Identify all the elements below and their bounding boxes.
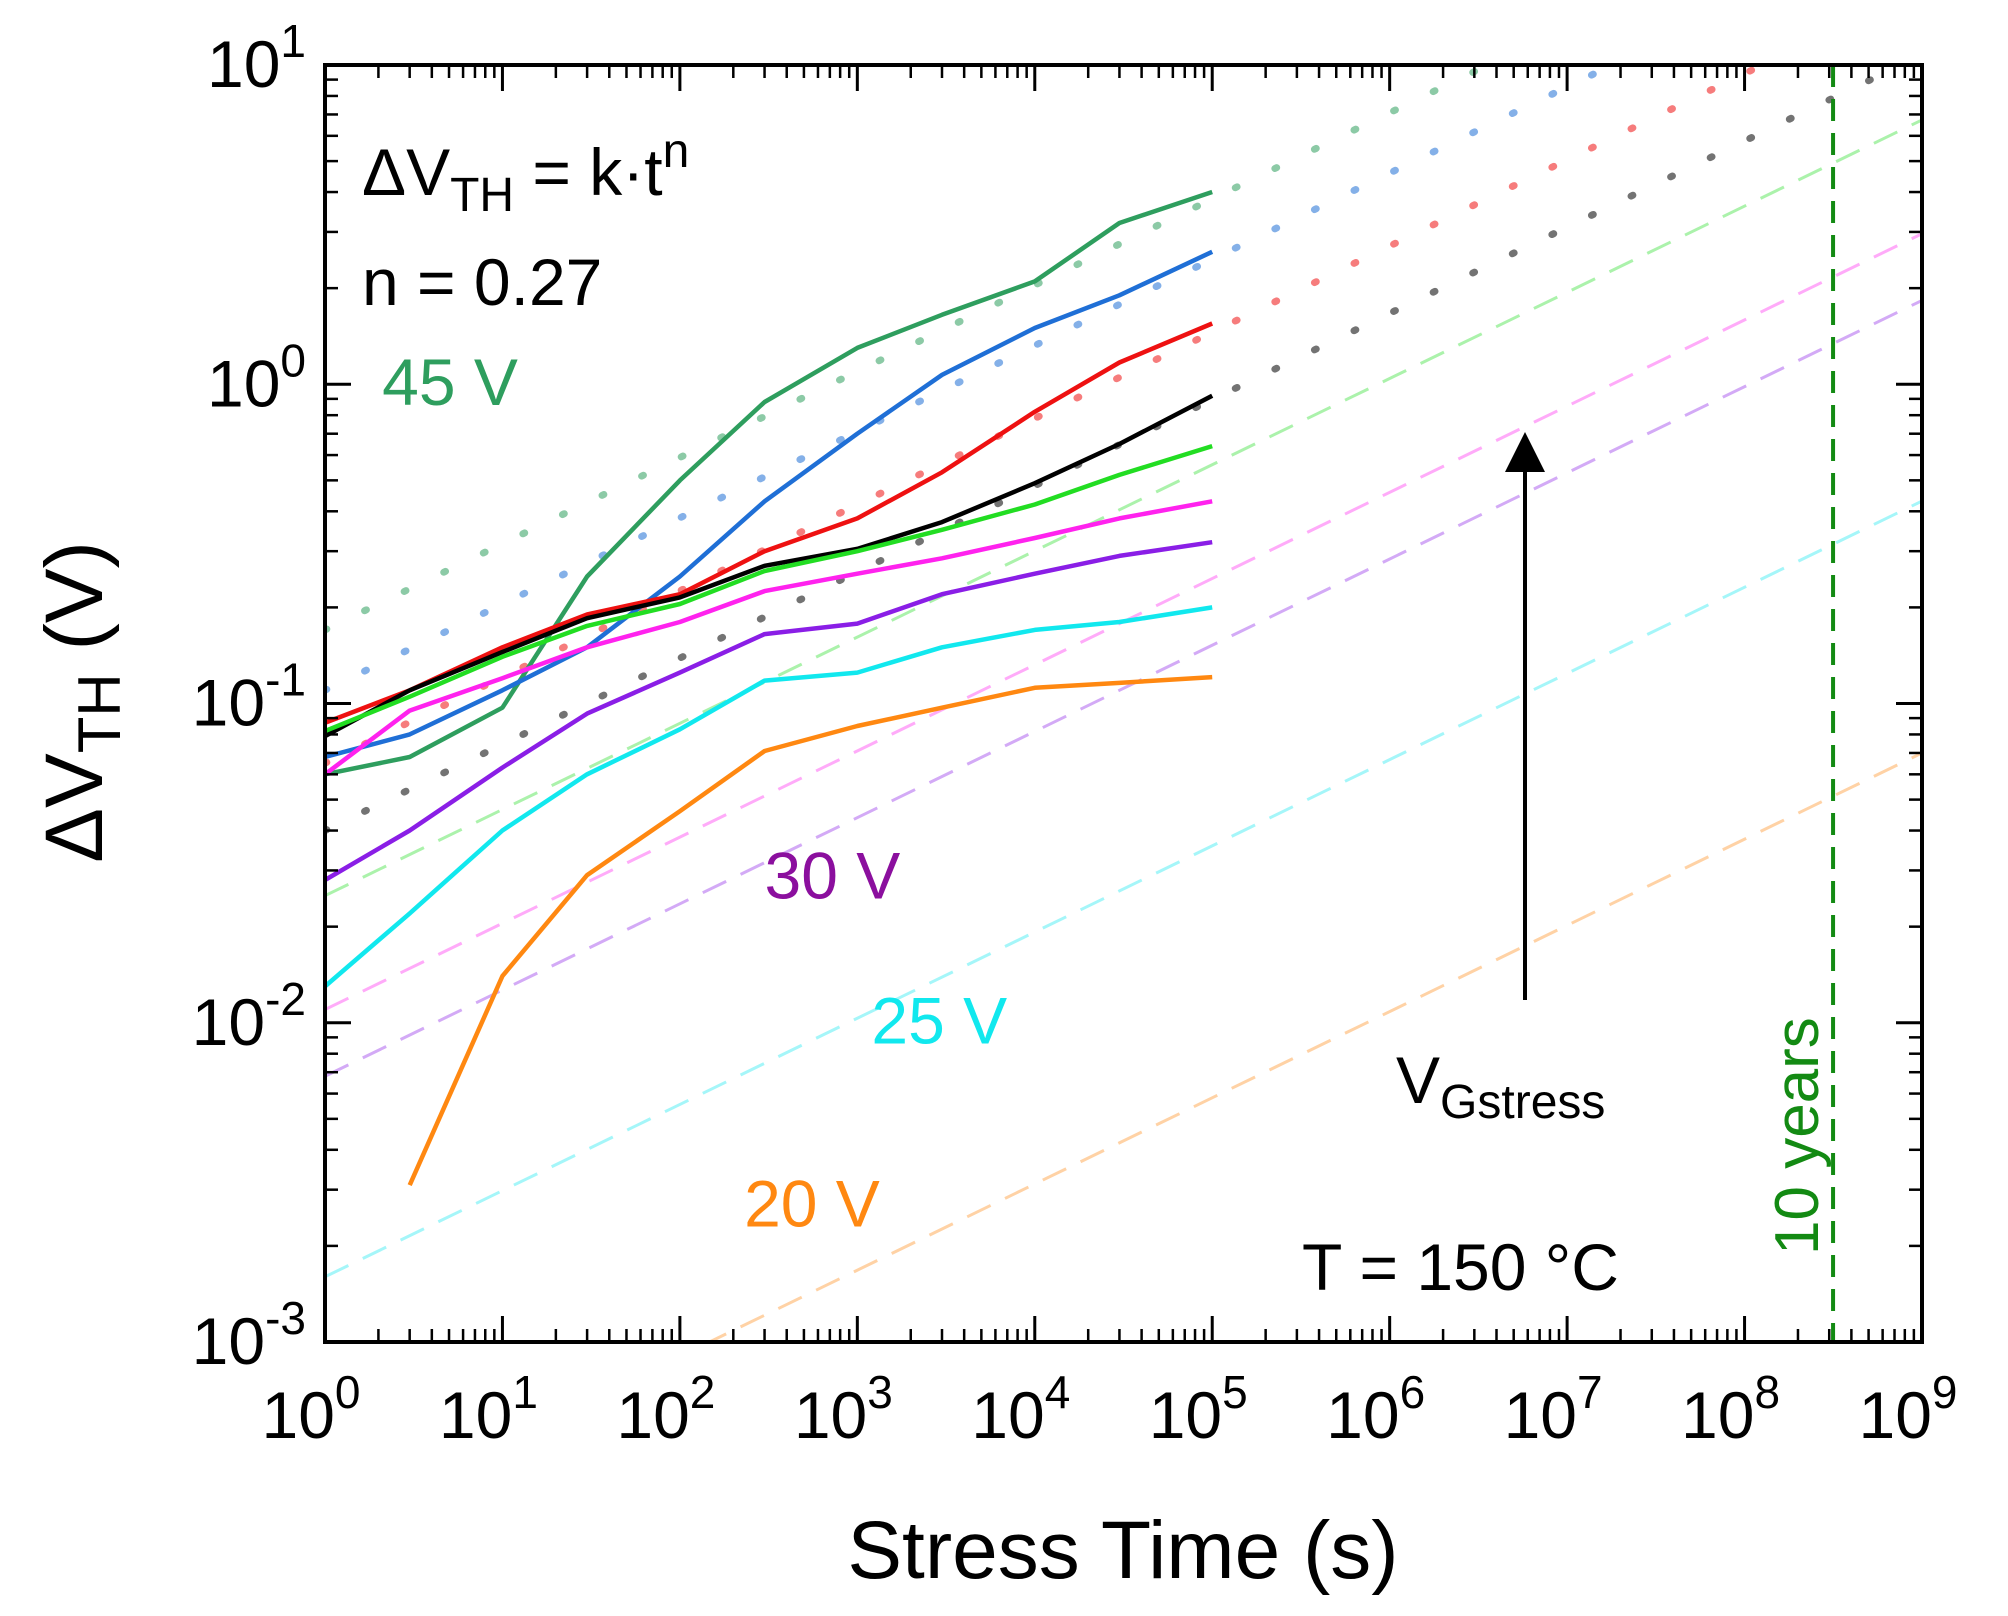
series-line-1 [325, 249, 1214, 760]
x-tick-label-1: 101 [439, 1366, 538, 1452]
series-label-30v: 30 V [765, 839, 901, 913]
x-tick-label-9: 109 [1858, 1366, 1957, 1452]
plot-frame [323, 63, 1924, 1344]
x-tick-label-6: 106 [1326, 1366, 1425, 1452]
x-tick-label-5: 105 [1149, 1366, 1248, 1452]
series-line-3 [325, 393, 1214, 739]
fit-line-1 [325, 65, 1621, 694]
series-line-2 [325, 321, 1214, 725]
fit-line-2 [325, 65, 1771, 767]
fit-line-4 [325, 118, 1922, 898]
n-value-annotation: n = 0.27 [362, 245, 602, 319]
data-lines-group [325, 189, 1214, 1187]
series-line-8 [407, 674, 1213, 1187]
y-tick-label--3: 10-3 [192, 1292, 306, 1378]
y-tick-label-1: 101 [207, 15, 306, 101]
x-tick-label-7: 107 [1504, 1366, 1603, 1452]
series-label-20v: 20 V [744, 1167, 880, 1241]
series-line-6 [325, 539, 1213, 882]
y-axis-label: ΔVTH (V) [29, 541, 133, 863]
x-tick-label-2: 102 [616, 1366, 715, 1452]
y-tick-labels: 10-3 10-2 10-1 100 101 [192, 15, 306, 1378]
vgstress-label: VGstress [1396, 1043, 1605, 1129]
y-tick-label-0: 100 [207, 334, 306, 420]
ten-years-label: 10 years [1763, 1017, 1832, 1255]
series-label-45v: 45 V [382, 345, 518, 419]
series-label-25v: 25 V [871, 984, 1007, 1058]
x-tick-label-0: 100 [261, 1366, 360, 1452]
series-line-7 [325, 605, 1213, 989]
y-tick-label--2: 10-2 [192, 973, 306, 1059]
y-tick-label--1: 10-1 [192, 654, 306, 740]
x-tick-label-4: 104 [971, 1366, 1070, 1452]
x-tick-label-8: 108 [1681, 1366, 1780, 1452]
x-axis-label: Stress Time (s) [847, 1505, 1398, 1596]
temperature-annotation: T = 150 °C [1302, 1230, 1619, 1304]
x-tick-labels: 100 101 102 103 104 105 106 107 108 109 [261, 1366, 1957, 1452]
series-line-4 [325, 443, 1213, 734]
fit-line-8 [706, 751, 1922, 1342]
series-line-0 [325, 189, 1213, 777]
x-tick-label-3: 103 [794, 1366, 893, 1452]
series-labels-group: 45 V 30 V 25 V 20 V [382, 345, 1007, 1240]
formula-annotation: ΔVTH = k·tn [362, 125, 689, 222]
fit-line-7 [325, 499, 1922, 1279]
series-line-5 [325, 499, 1213, 777]
fit-line-6 [325, 299, 1922, 1078]
fit-lines-group [325, 65, 1922, 1342]
